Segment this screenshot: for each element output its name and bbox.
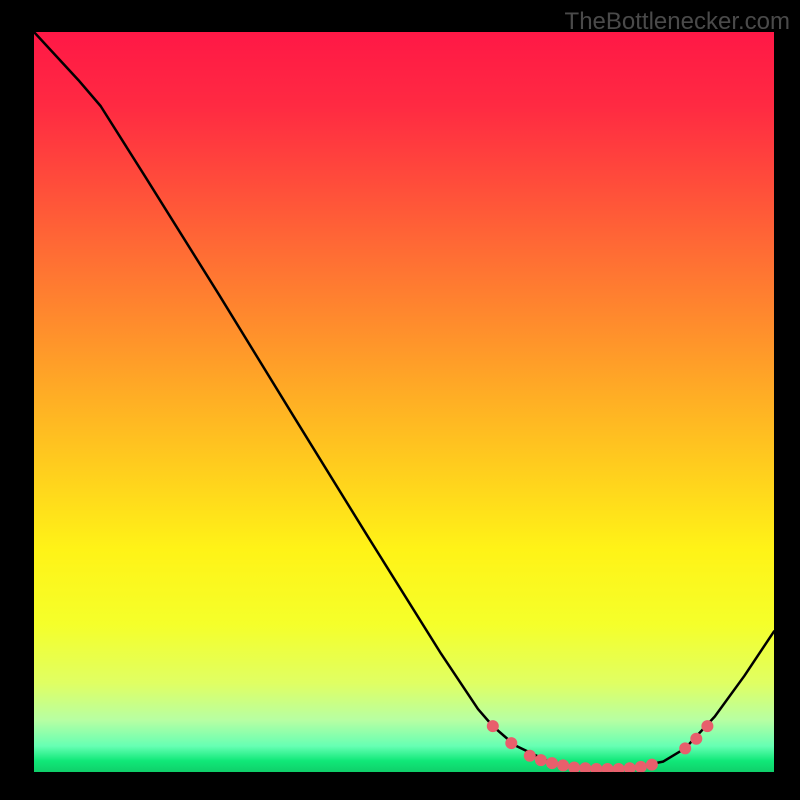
- data-marker: [547, 758, 558, 769]
- data-marker: [535, 755, 546, 766]
- data-marker: [524, 750, 535, 761]
- data-marker: [613, 764, 624, 772]
- data-marker: [702, 721, 713, 732]
- data-marker: [691, 733, 702, 744]
- data-marker: [487, 721, 498, 732]
- data-marker: [680, 743, 691, 754]
- data-marker: [591, 764, 602, 772]
- data-marker: [646, 759, 657, 770]
- data-marker: [506, 738, 517, 749]
- watermark-text: TheBottlenecker.com: [565, 8, 790, 36]
- chart-container: TheBottlenecker.com: [0, 0, 800, 800]
- gradient-background: [34, 32, 774, 772]
- data-marker: [635, 761, 646, 772]
- plot-area: [34, 32, 774, 772]
- data-marker: [624, 763, 635, 772]
- data-marker: [580, 763, 591, 772]
- data-marker: [569, 762, 580, 772]
- data-marker: [602, 764, 613, 772]
- data-marker: [558, 760, 569, 771]
